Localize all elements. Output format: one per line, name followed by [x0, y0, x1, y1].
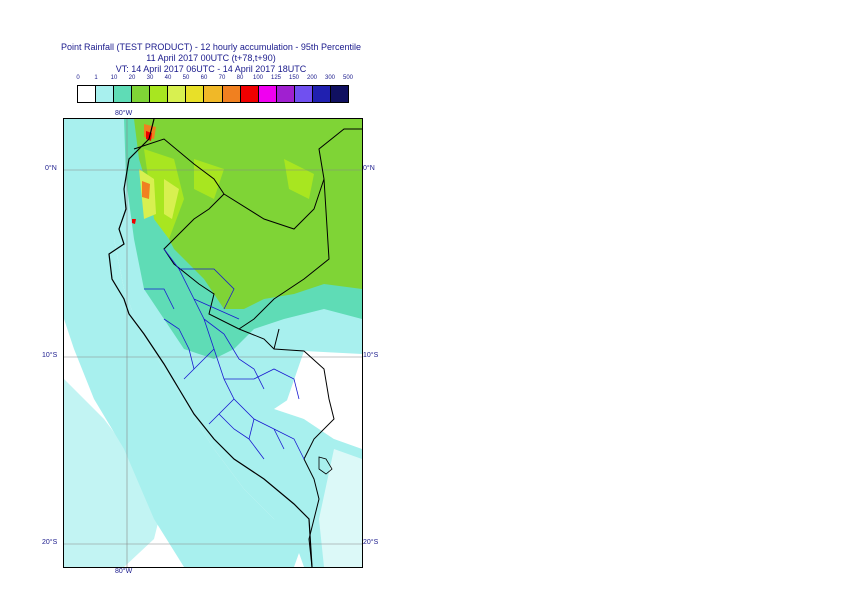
lat-label-right-0: 0°N	[363, 165, 375, 172]
title-line-1: Point Rainfall (TEST PRODUCT) - 12 hourl…	[61, 42, 361, 52]
legend-swatch	[312, 86, 331, 102]
legend-swatch	[168, 86, 187, 102]
regional-borders	[144, 248, 305, 460]
dry-zone-east	[284, 351, 362, 439]
green-rain-zone	[134, 119, 362, 309]
red-patch	[132, 131, 152, 224]
legend-swatch	[294, 86, 313, 102]
legend-threshold-label: 70	[218, 75, 226, 81]
legend-swatch	[276, 86, 295, 102]
legend-threshold-label: 200	[306, 75, 318, 81]
chart-title: Point Rainfall (TEST PRODUCT) - 12 hourl…	[40, 42, 382, 75]
legend-swatch	[330, 86, 348, 102]
lat-label-left-0: 0°N	[45, 165, 57, 172]
legend-swatch	[258, 86, 277, 102]
ocean-rain-patches	[64, 379, 164, 567]
legend-bar	[77, 85, 349, 103]
legend-swatch	[114, 86, 133, 102]
country-border	[133, 128, 362, 567]
legend-swatch	[78, 86, 97, 102]
legend-threshold-label: 80	[236, 75, 244, 81]
legend-threshold-label: 300	[324, 75, 336, 81]
legend-threshold-label: 1	[94, 75, 98, 81]
coastline	[108, 119, 313, 567]
legend-swatch	[132, 86, 151, 102]
lon-label-top: 80°W	[115, 110, 133, 117]
yellow-green-patch	[144, 149, 314, 239]
legend-swatch	[240, 86, 259, 102]
legend-swatch	[96, 86, 115, 102]
lat-label-left-20s: 20°S	[42, 539, 58, 546]
lat-label-right-20s: 20°S	[363, 539, 379, 546]
legend-swatch	[186, 86, 205, 102]
lat-label-right-10s: 10°S	[363, 352, 379, 359]
legend-labels: 0 1 10 20 30 40 50 60 70 80 100 125 150 200 300 500	[76, 75, 353, 85]
lake-outline	[318, 456, 333, 475]
title-line-2: 11 April 2017 00UTC (t+78,t+90)	[146, 53, 276, 63]
legend-threshold-label: 60	[200, 75, 208, 81]
legend-threshold-label: 10	[110, 75, 118, 81]
legend-threshold-label: 40	[164, 75, 172, 81]
legend-swatch	[204, 86, 223, 102]
legend-threshold-label: 50	[182, 75, 190, 81]
orange-patch	[142, 124, 156, 199]
yellow-patch	[139, 169, 179, 219]
title-line-3: VT: 14 April 2017 06UTC - 14 April 2017 …	[115, 64, 307, 74]
color-legend: 0 1 10 20 30 40 50 60 70 80 100 125 150 200 300 500	[76, 75, 353, 103]
legend-threshold-label: 20	[128, 75, 136, 81]
lon-label-bottom: 80°W	[115, 568, 133, 575]
ocean-rain-band	[64, 119, 304, 567]
legend-threshold-label: 150	[288, 75, 300, 81]
legend-threshold-label: 30	[146, 75, 154, 81]
legend-threshold-label: 100	[252, 75, 264, 81]
lat-label-left-10s: 10°S	[42, 352, 58, 359]
legend-swatch	[150, 86, 169, 102]
map-svg	[64, 119, 362, 567]
legend-threshold-label: 125	[270, 75, 282, 81]
legend-threshold-label: 0	[76, 75, 80, 81]
legend-threshold-label: 500	[342, 75, 354, 81]
legend-swatch	[222, 86, 241, 102]
dry-zone-south	[319, 449, 362, 567]
map-panel	[63, 118, 363, 568]
